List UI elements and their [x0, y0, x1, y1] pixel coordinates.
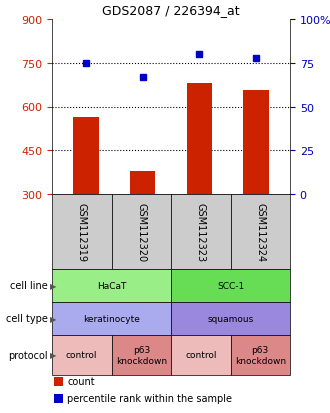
Text: GSM112319: GSM112319	[77, 202, 87, 261]
Text: GSM112320: GSM112320	[136, 202, 146, 261]
Text: GSM112323: GSM112323	[196, 202, 206, 261]
Bar	[243, 91, 269, 195]
Text: cell type: cell type	[6, 314, 48, 324]
Text: ▶: ▶	[50, 281, 56, 290]
Text: p63
knockdown: p63 knockdown	[116, 345, 167, 365]
Text: control: control	[66, 351, 97, 360]
Text: HaCaT: HaCaT	[97, 281, 126, 290]
Text: keratinocyte: keratinocyte	[83, 314, 140, 323]
Bar	[186, 84, 212, 195]
Title: GDS2087 / 226394_at: GDS2087 / 226394_at	[102, 5, 240, 17]
Text: percentile rank within the sample: percentile rank within the sample	[67, 393, 232, 403]
Text: ▶: ▶	[50, 351, 56, 360]
Text: protocol: protocol	[8, 350, 48, 360]
Text: squamous: squamous	[207, 314, 254, 323]
Text: control: control	[185, 351, 216, 360]
Text: GSM112324: GSM112324	[255, 202, 265, 261]
Bar	[73, 117, 99, 195]
Text: p63
knockdown: p63 knockdown	[235, 345, 286, 365]
Text: count: count	[67, 376, 95, 386]
Text: cell line: cell line	[10, 281, 48, 291]
Text: ▶: ▶	[50, 314, 56, 323]
Bar	[130, 171, 155, 195]
Text: SCC-1: SCC-1	[217, 281, 244, 290]
